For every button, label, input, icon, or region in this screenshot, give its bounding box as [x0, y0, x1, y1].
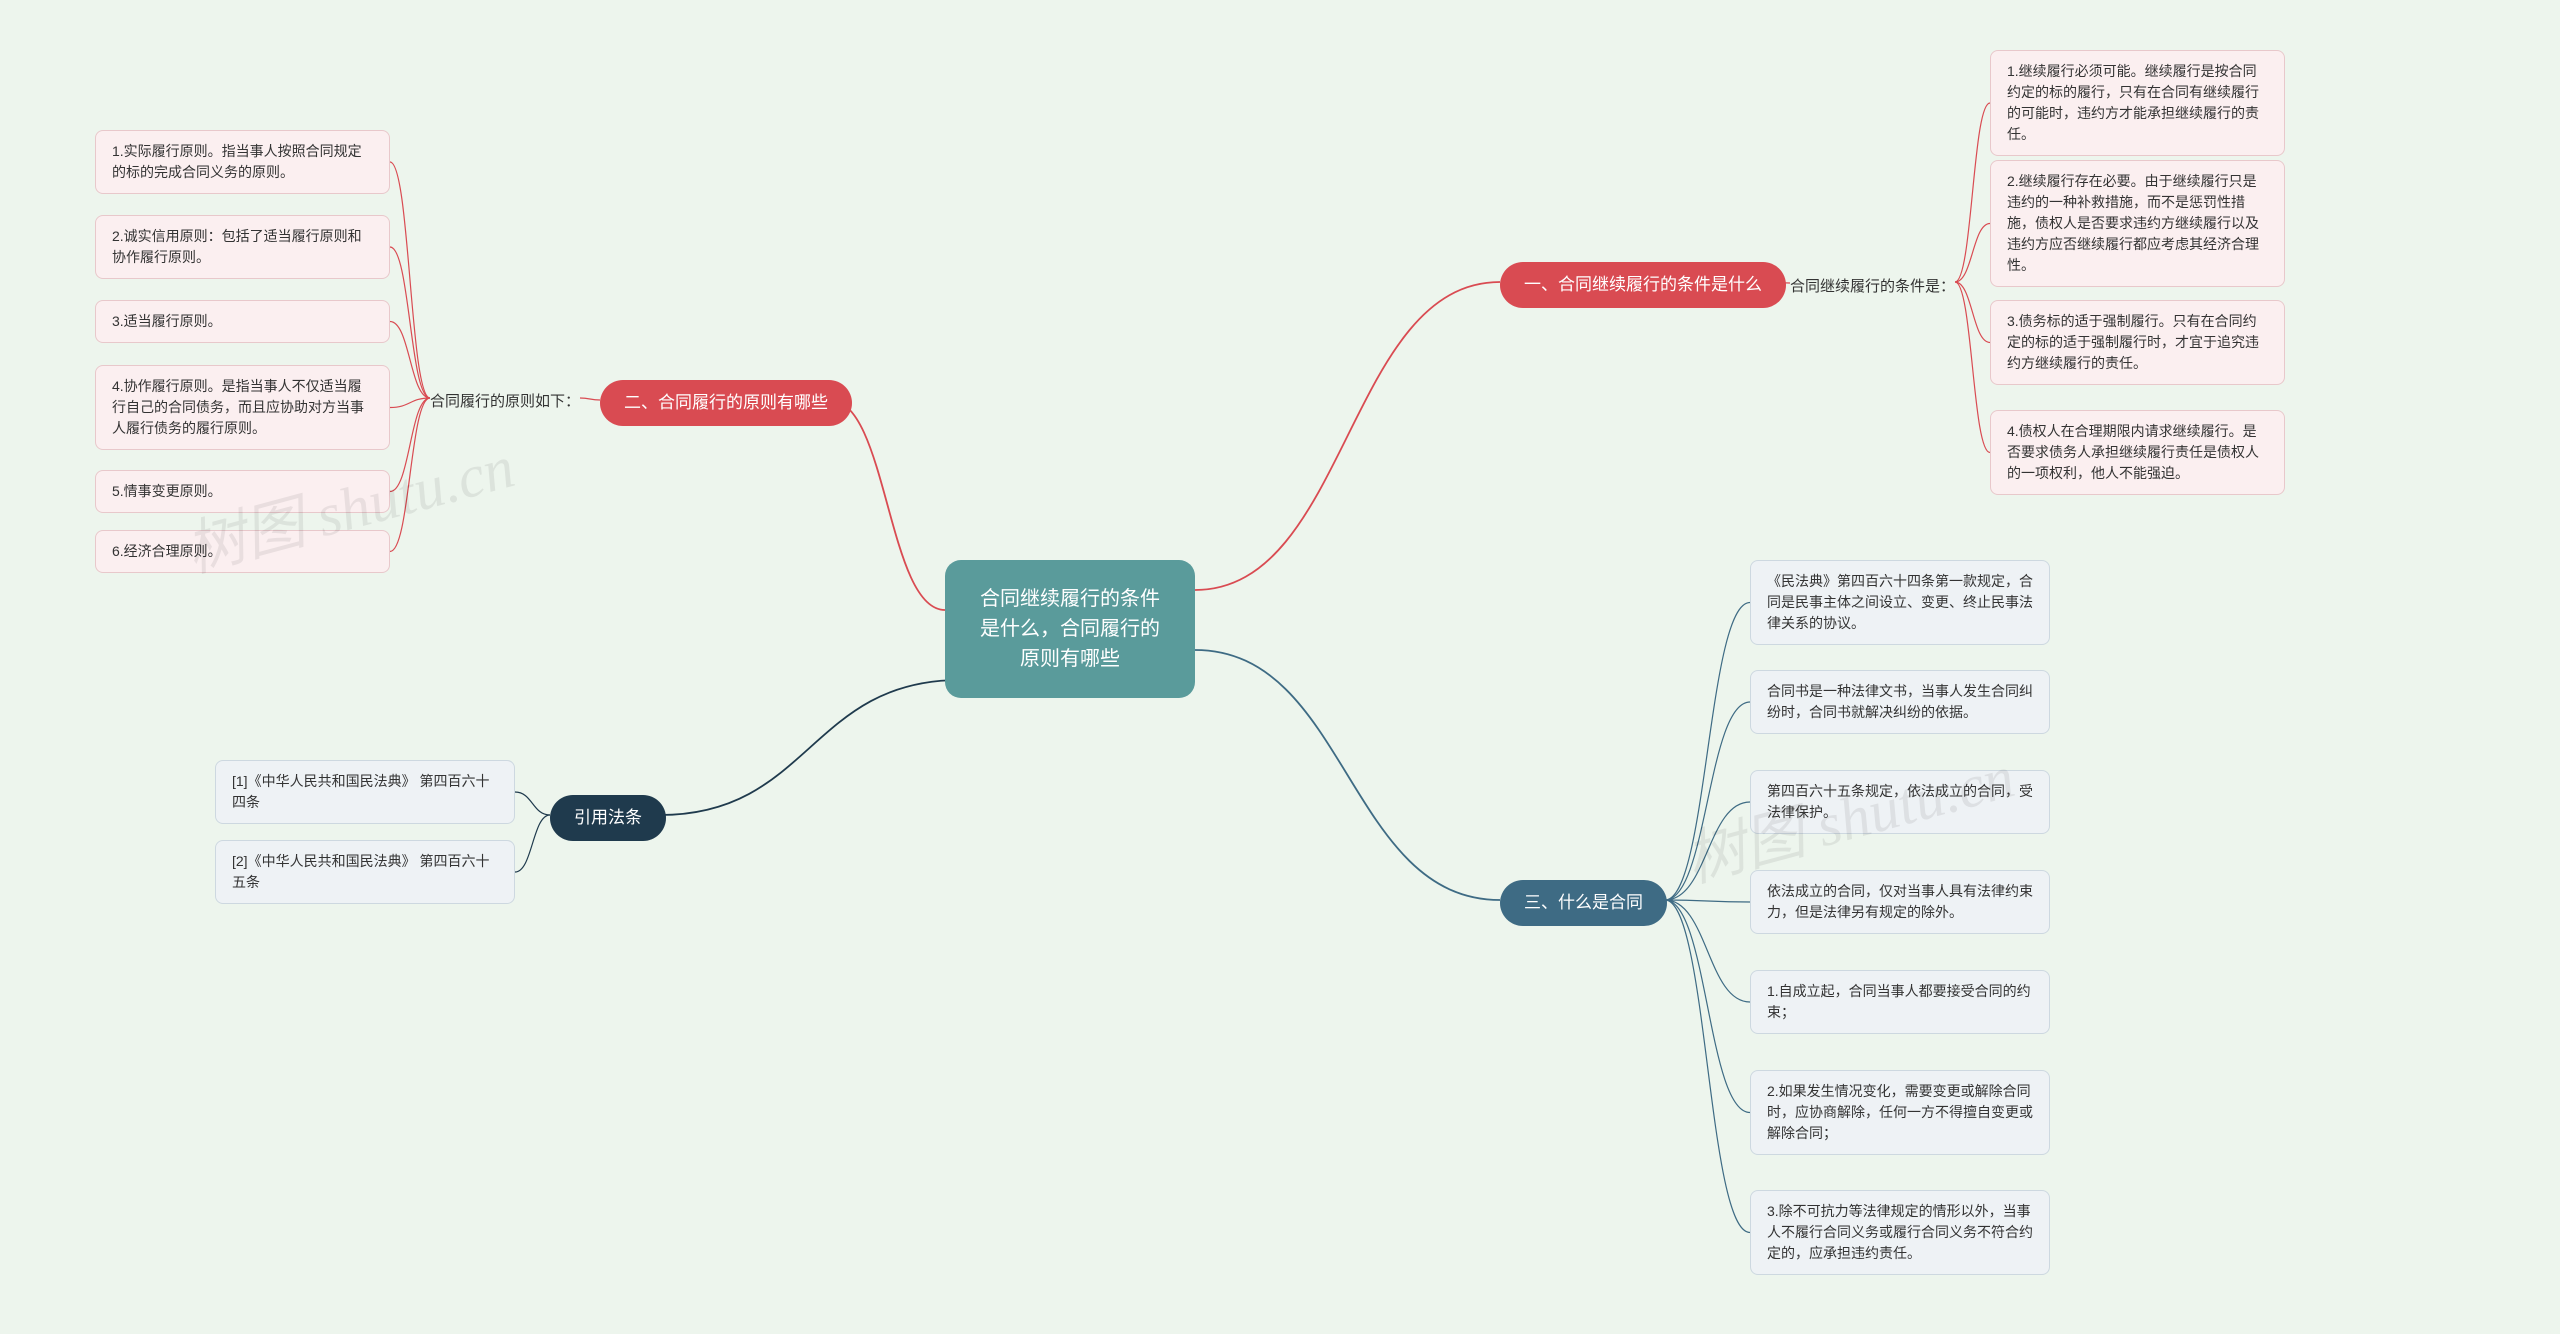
leaf-b3-4: 1.自成立起，合同当事人都要接受合同的约束；	[1750, 970, 2050, 1034]
leaf-b1-0: 1.继续履行必须可能。继续履行是按合同约定的标的履行，只有在合同有继续履行的可能…	[1990, 50, 2285, 156]
leaf-b2-1: 2.诚实信用原则：包括了适当履行原则和协作履行原则。	[95, 215, 390, 279]
branch-b1: 一、合同继续履行的条件是什么	[1500, 262, 1786, 308]
sublabel-b2: 合同履行的原则如下：	[430, 390, 580, 411]
branch-b4: 引用法条	[550, 795, 666, 841]
leaf-b3-2: 第四百六十五条规定，依法成立的合同，受法律保护。	[1750, 770, 2050, 834]
leaf-b1-3: 4.债权人在合理期限内请求继续履行。是否要求债务人承担继续履行责任是债权人的一项…	[1990, 410, 2285, 495]
leaf-b3-1: 合同书是一种法律文书，当事人发生合同纠纷时，合同书就解决纠纷的依据。	[1750, 670, 2050, 734]
leaf-b3-0: 《民法典》第四百六十四条第一款规定，合同是民事主体之间设立、变更、终止民事法律关…	[1750, 560, 2050, 645]
leaf-b3-3: 依法成立的合同，仅对当事人具有法律约束力，但是法律另有规定的除外。	[1750, 870, 2050, 934]
sublabel-b1: 合同继续履行的条件是：	[1790, 275, 1955, 296]
branch-b3: 三、什么是合同	[1500, 880, 1667, 926]
leaf-b2-3: 4.协作履行原则。是指当事人不仅适当履行自己的合同债务，而且应协助对方当事人履行…	[95, 365, 390, 450]
leaf-b1-1: 2.继续履行存在必要。由于继续履行只是违约的一种补救措施，而不是惩罚性措施，债权…	[1990, 160, 2285, 287]
leaf-b2-0: 1.实际履行原则。指当事人按照合同规定的标的完成合同义务的原则。	[95, 130, 390, 194]
branch-b2: 二、合同履行的原则有哪些	[600, 380, 852, 426]
leaf-b2-2: 3.适当履行原则。	[95, 300, 390, 343]
leaf-b3-5: 2.如果发生情况变化，需要变更或解除合同时，应协商解除，任何一方不得擅自变更或解…	[1750, 1070, 2050, 1155]
leaf-b4-1: [2]《中华人民共和国民法典》 第四百六十五条	[215, 840, 515, 904]
leaf-b2-5: 6.经济合理原则。	[95, 530, 390, 573]
leaf-b1-2: 3.债务标的适于强制履行。只有在合同约定的标的适于强制履行时，才宜于追究违约方继…	[1990, 300, 2285, 385]
leaf-b2-4: 5.情事变更原则。	[95, 470, 390, 513]
center-node: 合同继续履行的条件是什么，合同履行的原则有哪些	[945, 560, 1195, 698]
leaf-b3-6: 3.除不可抗力等法律规定的情形以外，当事人不履行合同义务或履行合同义务不符合约定…	[1750, 1190, 2050, 1275]
leaf-b4-0: [1]《中华人民共和国民法典》 第四百六十四条	[215, 760, 515, 824]
